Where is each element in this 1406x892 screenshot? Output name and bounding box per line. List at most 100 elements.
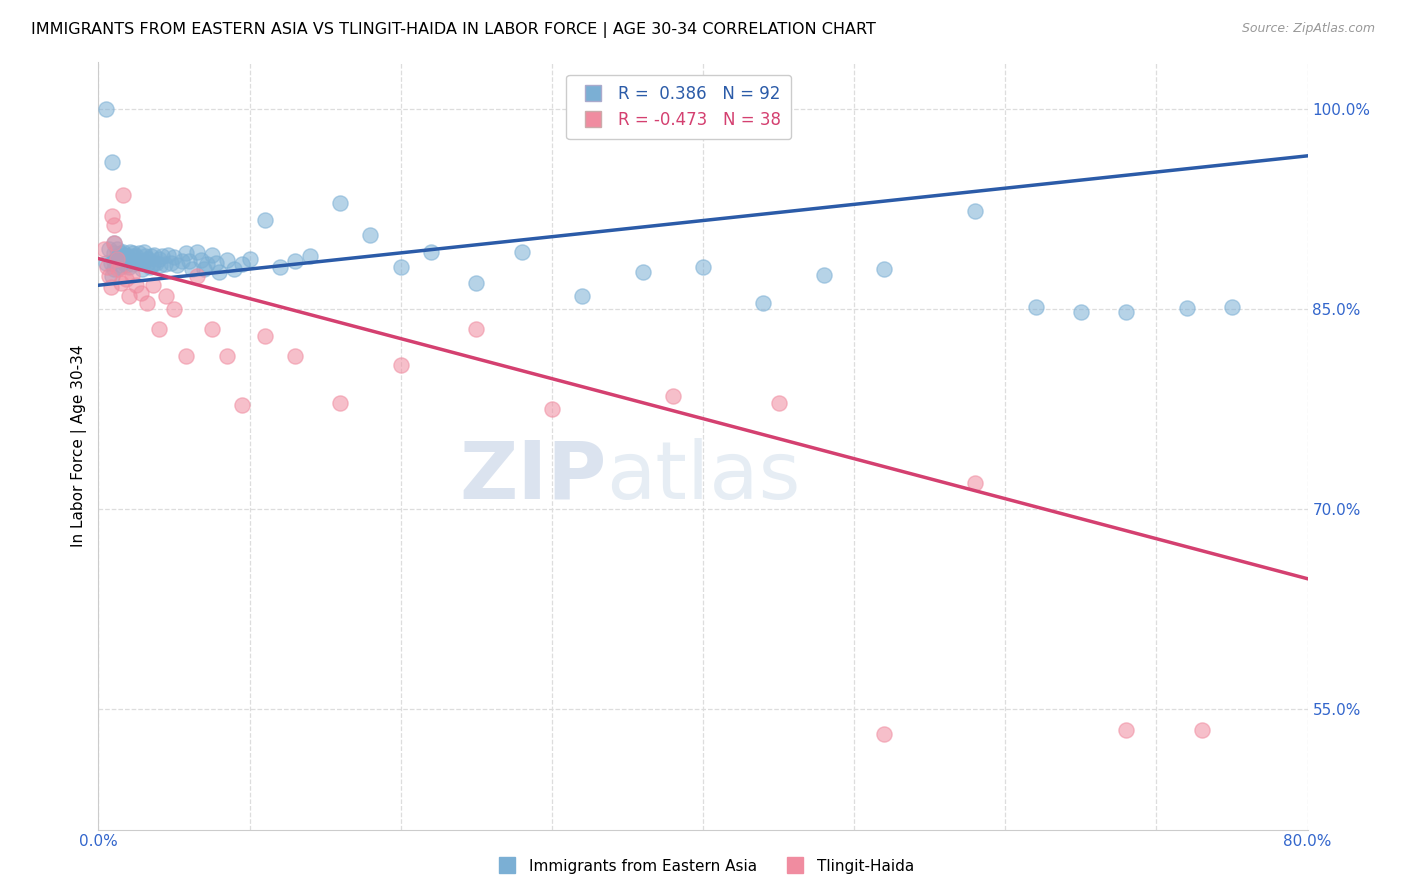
Point [155,289,177,303]
Point [129,286,152,301]
Point [510,244,533,259]
Point [105,252,128,266]
Point [141,249,163,263]
Point [121,249,143,263]
Point [631,265,654,279]
Point [110,258,132,272]
Point [103,235,125,250]
Point [118,289,141,303]
Point [465,322,488,336]
Point [98,242,121,256]
Point [231,398,253,412]
Point [103,235,125,250]
Point [94,102,117,116]
Point [134,249,156,263]
Point [128,246,150,260]
Point [120,244,142,259]
Point [111,244,134,259]
Point [142,278,165,293]
Point [148,322,170,336]
Point [149,258,172,272]
Point [1115,723,1137,737]
Point [1024,300,1046,314]
Point [179,254,201,268]
Point [163,250,186,264]
Point [160,255,183,269]
Point [100,255,122,269]
Point [224,262,246,277]
Point [284,254,307,268]
Point [136,252,159,266]
Point [122,246,145,260]
Y-axis label: In Labor Force | Age 30-34: In Labor Force | Age 30-34 [72,344,87,548]
Point [965,475,987,490]
Point [153,257,176,271]
Point [110,252,132,267]
Point [143,247,166,261]
Point [190,252,212,267]
Point [752,295,775,310]
Point [96,260,118,274]
Point [299,249,322,263]
Point [239,252,262,266]
Point [1115,305,1137,319]
Point [135,257,157,271]
Point [181,262,204,277]
Point [124,254,146,268]
Point [201,247,224,261]
Point [540,402,562,417]
Point [329,395,352,409]
Point [1175,301,1198,315]
Point [110,276,132,290]
Point [156,247,179,261]
Point [284,349,307,363]
Point [118,260,141,274]
Point [100,279,122,293]
Point [93,242,115,256]
Point [465,276,488,290]
Point [420,244,443,259]
Point [105,242,128,256]
Point [873,726,896,740]
Point [965,203,987,218]
Point [174,246,197,260]
Point [186,244,208,259]
Point [112,255,135,269]
Point [101,268,124,283]
Point [148,252,170,266]
Point [269,260,291,274]
Point [1070,305,1092,319]
Point [208,265,231,279]
Legend: R =  0.386   N = 92, R = -0.473   N = 38: R = 0.386 N = 92, R = -0.473 N = 38 [567,75,792,139]
Text: atlas: atlas [606,438,800,516]
Point [125,249,148,263]
Point [135,295,157,310]
Point [111,187,134,202]
Point [118,252,141,266]
Point [132,244,155,259]
Point [692,260,714,274]
Point [103,246,125,260]
Point [115,249,138,263]
Point [114,258,136,272]
Point [101,209,124,223]
Point [1220,300,1243,314]
Point [114,271,136,285]
Point [103,254,125,268]
Point [389,260,412,274]
Point [125,278,148,293]
Point [105,249,128,263]
Point [205,255,228,269]
Point [201,322,224,336]
Point [107,262,129,277]
Point [142,257,165,271]
Point [571,289,593,303]
Point [110,246,132,260]
Legend: Immigrants from Eastern Asia, Tlingit-Haida: Immigrants from Eastern Asia, Tlingit-Ha… [486,853,920,880]
Point [103,218,125,232]
Text: IMMIGRANTS FROM EASTERN ASIA VS TLINGIT-HAIDA IN LABOR FORCE | AGE 30-34 CORRELA: IMMIGRANTS FROM EASTERN ASIA VS TLINGIT-… [31,22,876,38]
Point [253,212,276,227]
Point [166,258,188,272]
Point [131,262,153,277]
Text: Source: ZipAtlas.com: Source: ZipAtlas.com [1241,22,1375,36]
